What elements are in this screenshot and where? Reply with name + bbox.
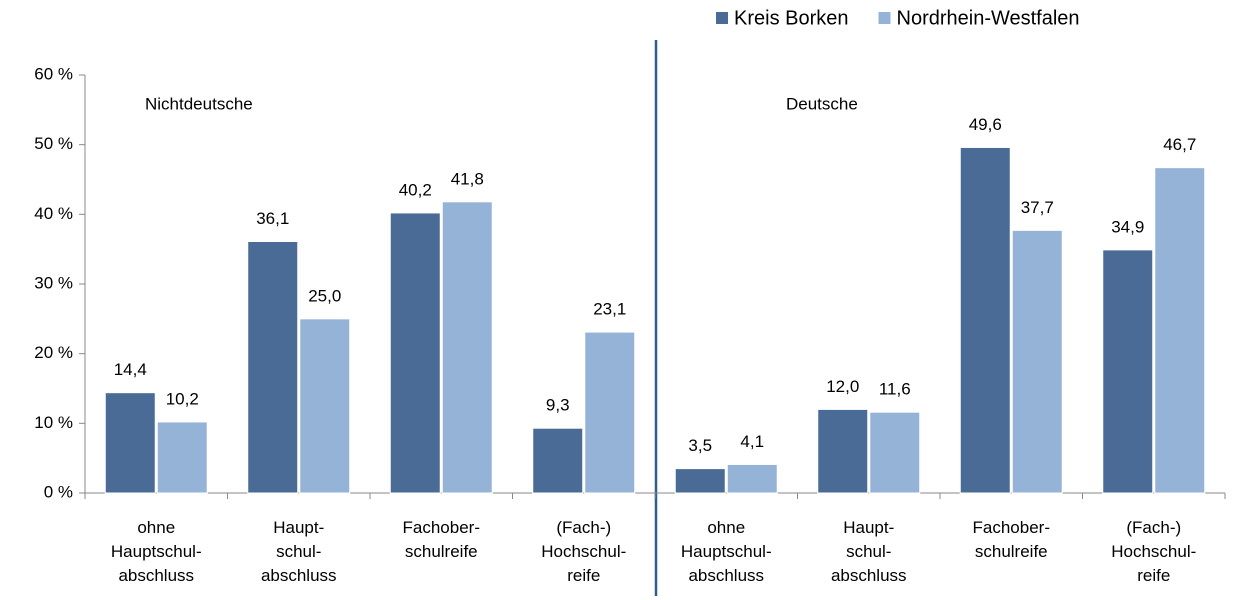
x-tick-label-line: abschluss (261, 566, 337, 585)
bar (1102, 249, 1154, 494)
bar (389, 212, 441, 494)
x-tick-label-line: schulreife (975, 542, 1048, 561)
legend-label: Nordrhein-Westfalen (897, 7, 1080, 29)
x-tick-label-line: Fachober- (403, 518, 480, 537)
y-tick-label: 30 % (34, 273, 73, 292)
x-tick-label-line: reife (567, 566, 600, 585)
x-tick-label-line: schul- (276, 542, 321, 561)
legend-swatch (878, 12, 891, 24)
value-label: 3,5 (688, 436, 712, 455)
bar (104, 392, 156, 494)
x-tick-label-line: abschluss (688, 566, 764, 585)
bar (674, 468, 726, 494)
x-tick-label-line: Hochschul- (541, 542, 626, 561)
x-tick-label-line: (Fach-) (1126, 518, 1181, 537)
bar (1154, 167, 1206, 494)
x-tick-label-line: schul- (846, 542, 891, 561)
value-label: 9,3 (546, 396, 570, 415)
x-tick-label-line: Hochschul- (1111, 542, 1196, 561)
value-label: 25,0 (308, 286, 341, 305)
y-tick-label: 60 % (34, 64, 73, 83)
legend-swatch (716, 12, 728, 24)
x-tick-label-line: Fachober- (973, 518, 1050, 537)
value-label: 41,8 (451, 169, 484, 188)
bar (156, 421, 208, 494)
x-tick-label: (Fach-) Hochschul-reife (541, 518, 626, 585)
x-tick-label-line: Hauptschul- (111, 542, 202, 561)
value-label: 11,6 (879, 380, 911, 399)
x-tick-label-line: ohne (137, 518, 175, 537)
bar (584, 331, 636, 494)
y-tick-label: 40 % (34, 204, 73, 223)
value-label: 12,0 (826, 377, 859, 396)
y-tick-label: 0 % (44, 482, 73, 501)
x-tick-label-line: ohne (707, 518, 745, 537)
value-label: 37,7 (1021, 198, 1054, 217)
value-label: 10,2 (166, 389, 199, 408)
bar (726, 463, 778, 494)
y-tick-label: 10 % (34, 413, 73, 432)
x-tick-label: (Fach-) Hochschul-reife (1111, 518, 1196, 585)
value-label: 34,9 (1111, 217, 1144, 236)
x-tick-label-line: abschluss (118, 566, 194, 585)
legend-label: Kreis Borken (734, 7, 849, 29)
x-tick-label: Haupt-schul-abschluss (831, 518, 907, 585)
y-tick-label: 50 % (34, 134, 73, 153)
x-tick-label: Fachober-schulreife (973, 518, 1050, 561)
value-label: 40,2 (399, 180, 432, 199)
bar (869, 411, 921, 494)
annotation: Nichtdeutsche (145, 94, 253, 113)
bar (959, 146, 1011, 494)
x-tick-label: Haupt-schul-abschluss (261, 518, 337, 585)
x-tick-label: ohne Hauptschul-abschluss (111, 518, 202, 585)
bar (299, 318, 351, 494)
x-tick-label: Fachober-schulreife (403, 518, 480, 561)
x-tick-label-line: Haupt- (843, 518, 894, 537)
y-tick-label: 20 % (34, 343, 73, 362)
value-label: 14,4 (114, 360, 147, 379)
value-label: 4,1 (740, 432, 764, 451)
x-tick-label-line: schulreife (405, 542, 478, 561)
value-label: 49,6 (969, 115, 1002, 134)
bar (532, 427, 584, 494)
x-tick-label: ohne Hauptschul-abschluss (681, 518, 772, 585)
x-tick-label-line: Haupt- (273, 518, 324, 537)
bar (817, 408, 869, 494)
value-label: 46,7 (1163, 135, 1196, 154)
annotation: Deutsche (786, 94, 858, 113)
x-tick-label-line: (Fach-) (556, 518, 611, 537)
bar (441, 201, 493, 494)
bar (247, 241, 299, 494)
x-tick-label-line: Hauptschul- (681, 542, 772, 561)
x-tick-label-line: reife (1137, 566, 1170, 585)
x-tick-label-line: abschluss (831, 566, 907, 585)
value-label: 36,1 (256, 209, 289, 228)
bar (1011, 229, 1063, 494)
value-label: 23,1 (593, 300, 626, 319)
